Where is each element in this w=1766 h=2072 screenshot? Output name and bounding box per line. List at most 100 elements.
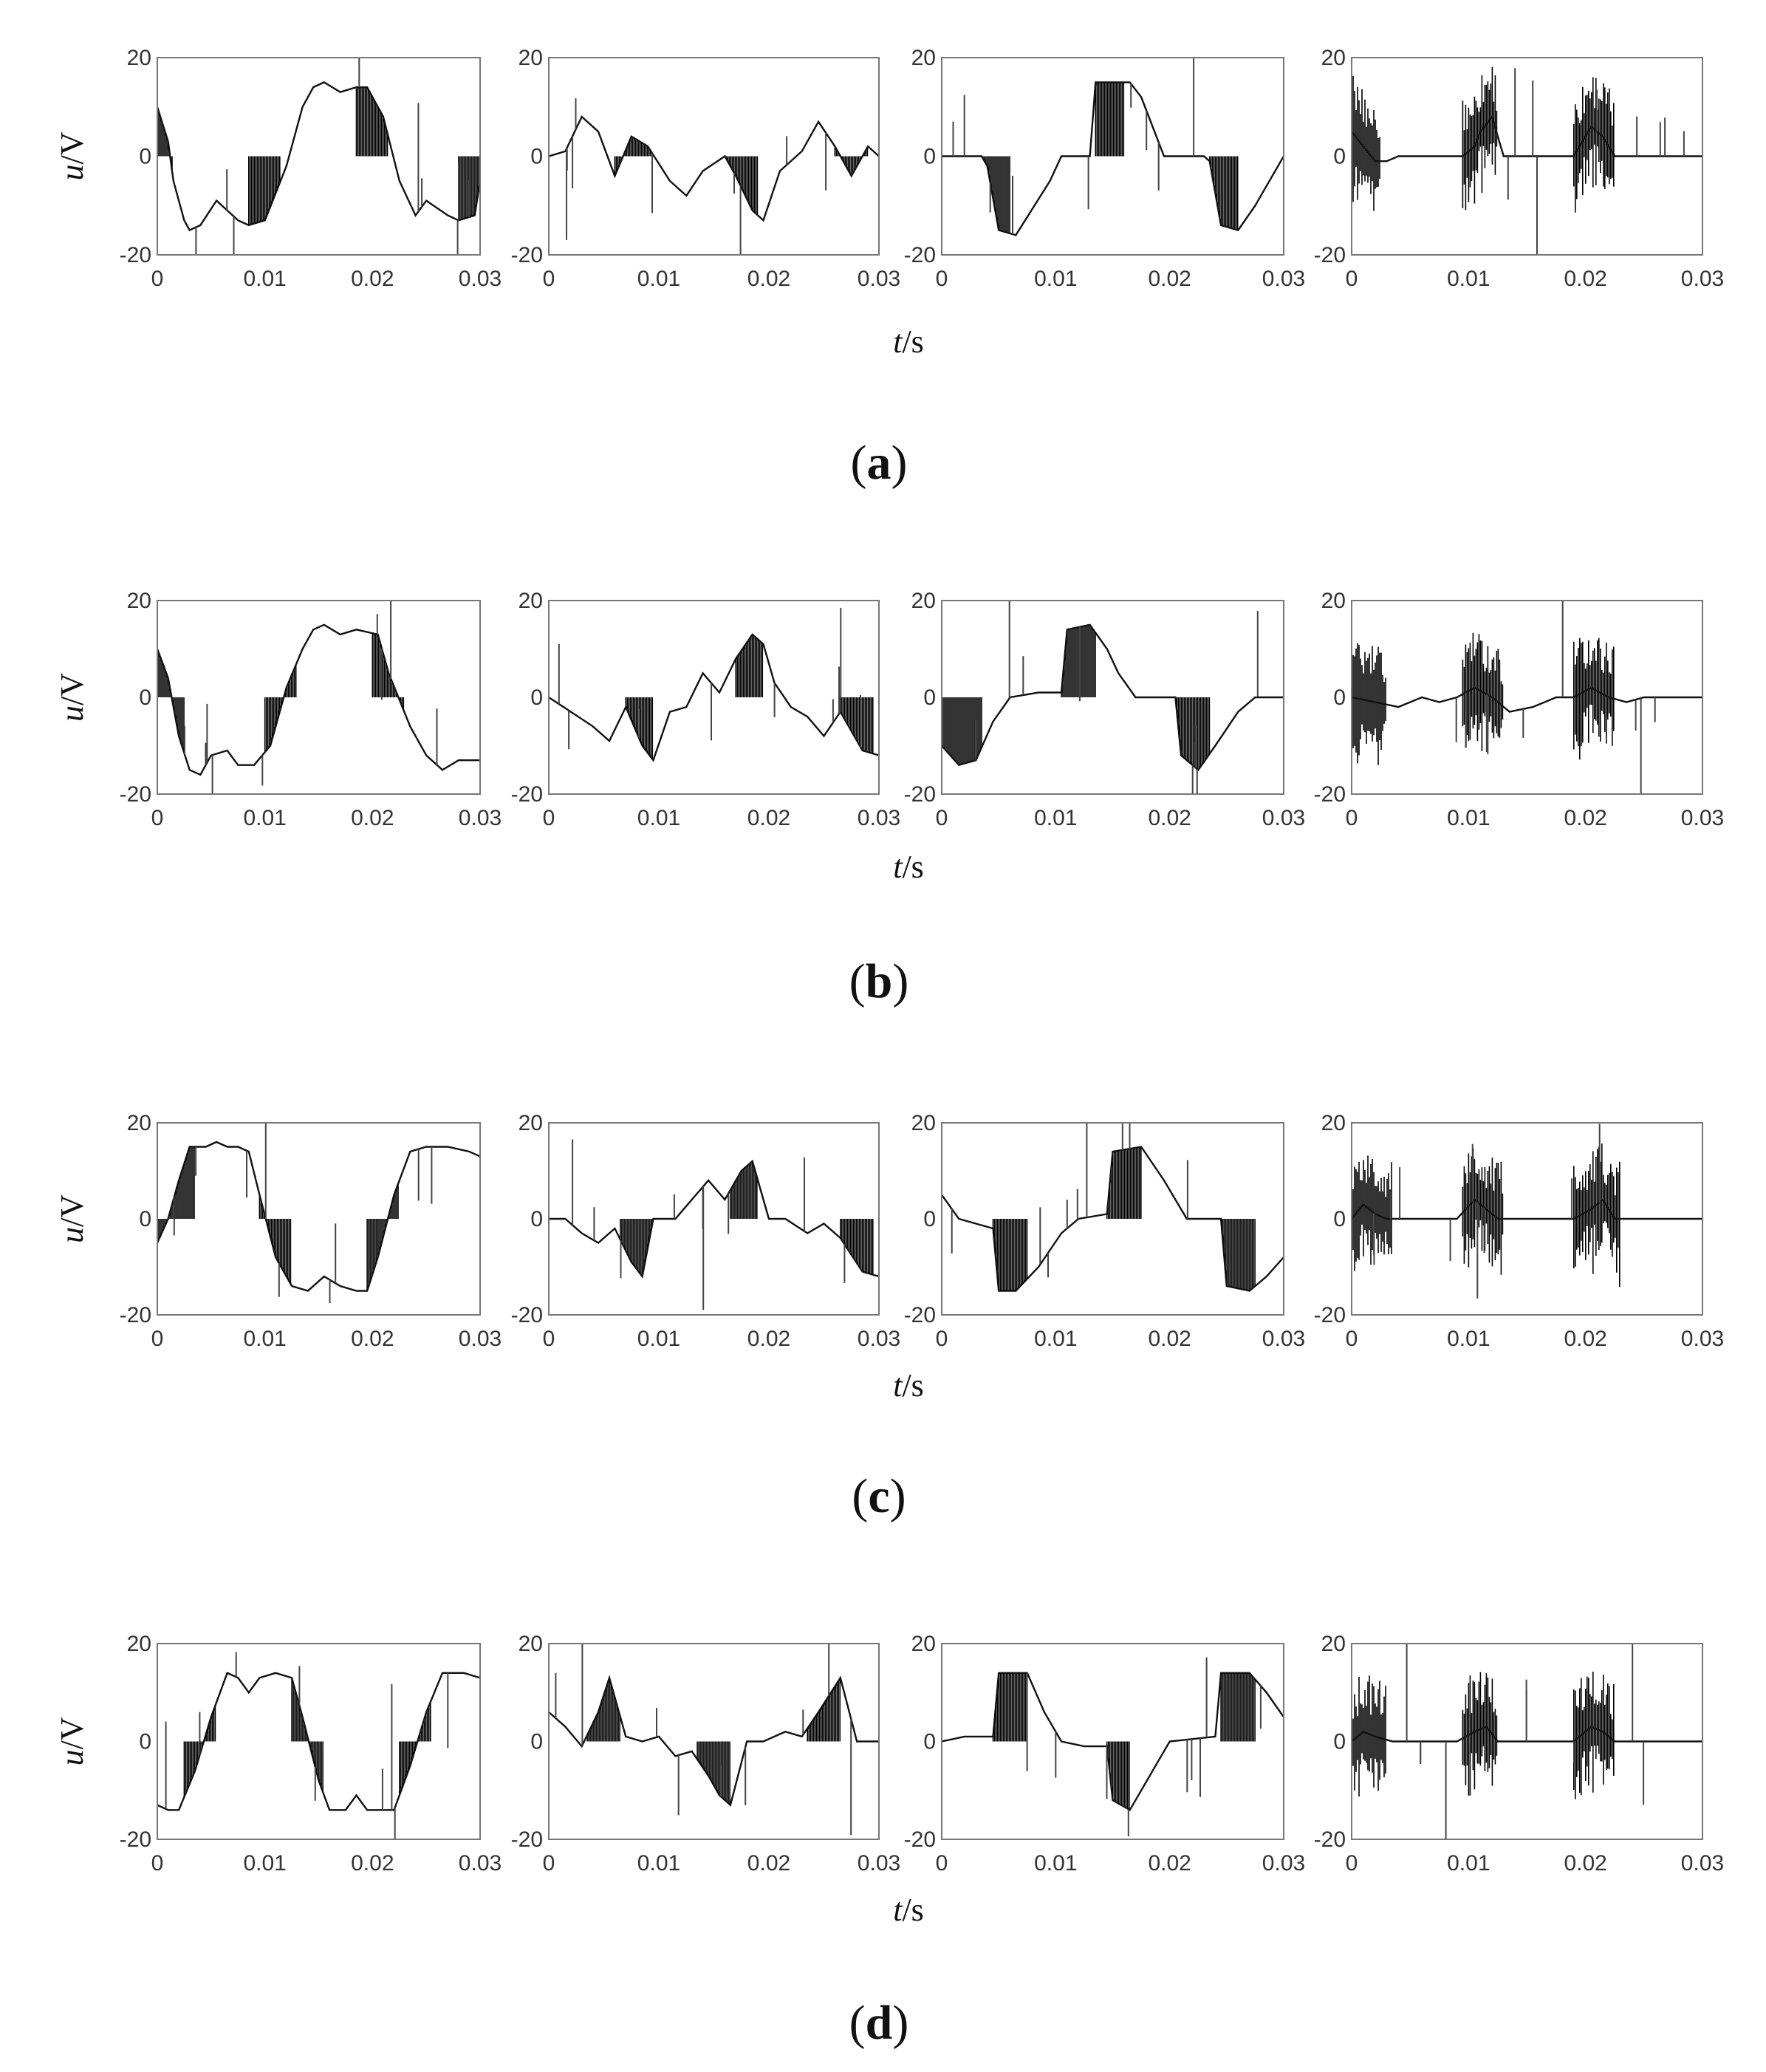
subplot-1-3: 200-200 0.01 0.02 0.03 [904, 46, 1306, 291]
plot-area [158, 1124, 479, 1304]
y-tick-label: 0 [923, 685, 936, 710]
plot-area [942, 1124, 1283, 1292]
y-tick-label: -20 [1314, 243, 1346, 267]
y-tick-label: -20 [904, 782, 936, 807]
y-tick-label: -20 [1314, 1827, 1346, 1852]
y-tick-label: -20 [904, 243, 936, 267]
subplot-1-1: 200-200 0.01 0.02 0.03 [120, 46, 502, 291]
waveform-line [158, 1141, 479, 1292]
y-tick-label: 0 [923, 1730, 936, 1754]
plot-area [158, 601, 479, 793]
axes-frame [157, 1122, 481, 1316]
pwm-band [992, 1672, 1028, 1742]
pwm-band [1220, 1672, 1256, 1742]
axes-frame [157, 600, 481, 795]
x-tick-label: 0 [543, 1851, 555, 1876]
pwm-band [697, 1741, 730, 1805]
y-tick-label: 0 [139, 1730, 151, 1754]
y-tick-label: -20 [511, 243, 543, 267]
x-tick-label: 0.03 [1681, 1327, 1724, 1351]
x-tick-label: 0 [936, 806, 948, 830]
panel-caption: (a) [851, 436, 908, 490]
y-tick-label: -20 [120, 1827, 151, 1852]
pwm-band [620, 1219, 654, 1276]
plot-area [1352, 1644, 1702, 1839]
x-tick-label: 0.02 [1564, 267, 1606, 291]
y-tick-label: -20 [1314, 782, 1346, 807]
pwm-band [840, 1219, 874, 1275]
y-tick-label: 0 [139, 685, 151, 710]
x-tick-label: 0.02 [351, 1327, 394, 1351]
pwm-band [730, 1161, 758, 1219]
x-axis-label: t/s [893, 849, 924, 885]
x-tick-label: 0.02 [1148, 267, 1191, 291]
pwm-band [248, 156, 281, 225]
subplot-3-4: 200-200 0.01 0.02 0.03 [1314, 1111, 1725, 1351]
subplot-4-1: 200-200 0.01 0.02 0.03 [120, 1632, 502, 1876]
x-tick-label: 0.02 [351, 806, 394, 830]
pwm-band [1106, 1146, 1142, 1219]
spike-marks [173, 1124, 433, 1304]
y-tick-label: 0 [1333, 1730, 1346, 1754]
pwm-band [982, 156, 1010, 233]
y-axis-label: u/V [54, 1194, 90, 1243]
x-tick-label: 0.02 [1148, 806, 1191, 830]
y-tick-label: 20 [911, 1111, 936, 1135]
subplot-2-3: 200-200 0.01 0.02 0.03 [904, 589, 1306, 830]
x-tick-label: 0.03 [858, 1327, 900, 1351]
x-tick-label: 0.01 [1034, 267, 1077, 291]
axes-frame [157, 57, 481, 256]
waveform-line [550, 1159, 878, 1279]
y-tick-label: -20 [120, 782, 151, 807]
waveform-line [550, 115, 878, 222]
y-tick-label: 0 [530, 1730, 543, 1754]
plot-area [158, 58, 479, 254]
x-tick-label: 0.03 [1681, 1851, 1724, 1876]
plot-area [942, 601, 1283, 793]
axes-frame [548, 57, 880, 256]
x-tick-label: 0.01 [243, 1851, 286, 1876]
y-tick-label: -20 [511, 1303, 543, 1327]
x-tick-label: 0.01 [243, 1327, 286, 1351]
subplot-2-1: 200-200 0.01 0.02 0.03 [120, 589, 502, 830]
x-tick-label: 0.01 [1034, 1851, 1077, 1876]
y-tick-label: 20 [127, 46, 151, 70]
y-tick-label: -20 [511, 782, 543, 807]
y-tick-label: 20 [1321, 1632, 1346, 1656]
pwm-band [1176, 697, 1211, 770]
x-tick-label: 0.01 [243, 267, 286, 291]
y-axis-label: u/V [54, 673, 90, 722]
spike-marks [1507, 68, 1685, 254]
subplot-3-3: 200-200 0.01 0.02 0.03 [904, 1111, 1306, 1351]
y-tick-label: -20 [1314, 1303, 1346, 1327]
spike-marks [184, 601, 438, 793]
waveform-line [158, 623, 479, 776]
plot-area [550, 1644, 878, 1835]
waveform-line [942, 81, 1283, 236]
y-tick-label: 20 [1321, 46, 1346, 70]
waveform-line [1352, 1198, 1702, 1220]
y-tick-label: 20 [127, 589, 151, 613]
x-axis-label: t/s [893, 1367, 924, 1403]
subplot-1-4: 200-200 0.01 0.02 0.03 [1314, 46, 1725, 291]
subplot-2-2: 200-200 0.01 0.02 0.03 [511, 589, 901, 830]
x-tick-label: 0 [936, 267, 948, 291]
y-tick-label: 20 [127, 1111, 151, 1135]
x-tick-label: 0 [151, 267, 164, 291]
spike-marks [555, 1644, 852, 1835]
x-tick-label: 0.02 [747, 1851, 790, 1876]
axes-frame [548, 600, 880, 795]
spike-marks [195, 58, 470, 254]
subplot-3-1: 200-200 0.01 0.02 0.03 [120, 1111, 502, 1351]
pwm-band [1208, 156, 1239, 230]
x-tick-label: 0.02 [1564, 1851, 1606, 1876]
plot-area [550, 607, 878, 762]
y-tick-label: 0 [1333, 685, 1346, 710]
waveform-line [1352, 1726, 1702, 1743]
x-tick-label: 0.01 [637, 1327, 680, 1351]
x-tick-label: 0.01 [1034, 806, 1077, 830]
x-tick-label: 0.01 [1447, 1851, 1490, 1876]
spike-marks [1406, 1644, 1645, 1839]
